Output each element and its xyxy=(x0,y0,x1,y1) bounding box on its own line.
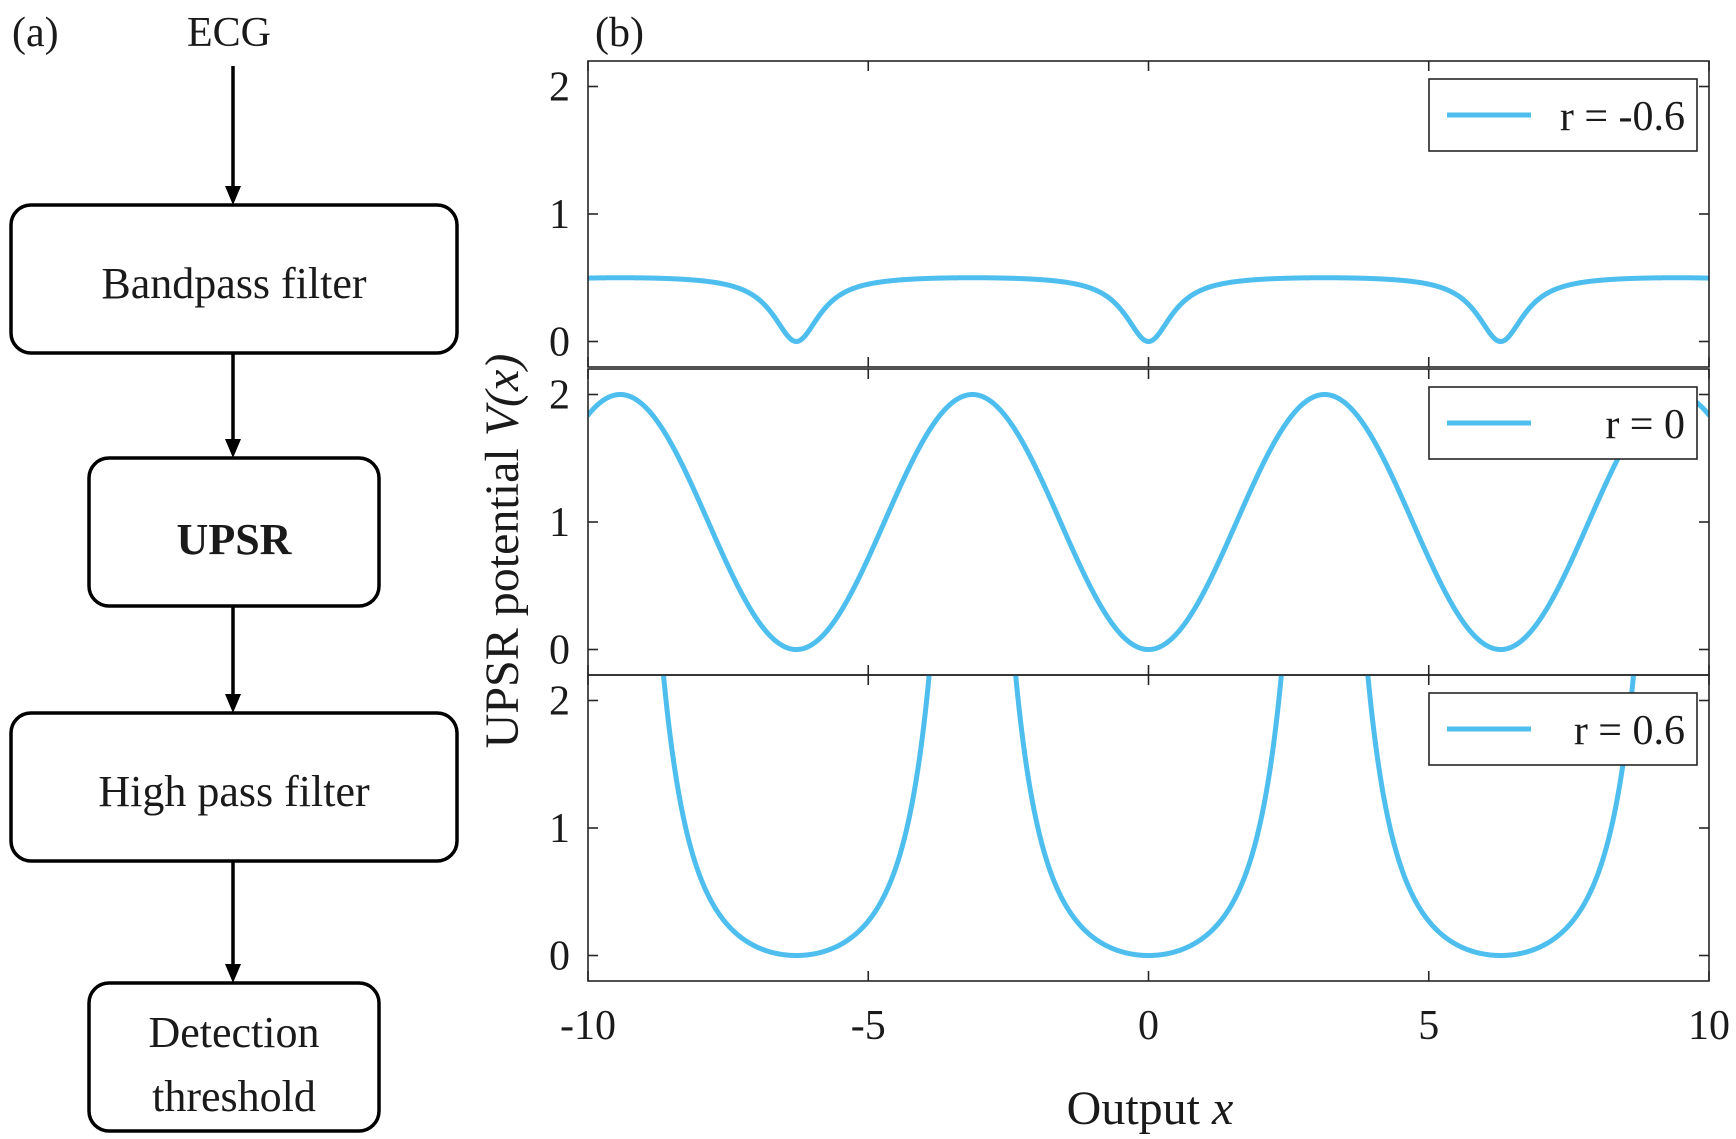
y-tick-label: 2 xyxy=(549,65,570,111)
panel-b-chart: (b) 0 1 2 r = -0.6 0 1 2 r = 0 0 1 2 r = 0.6 -10 -5 0 5… xyxy=(476,10,1730,1135)
x-tick-label: 5 xyxy=(1418,1003,1439,1049)
subplot-3: 0 1 2 r = 0.6 xyxy=(549,674,1710,982)
panel-a-flowchart: (a) ECG Bandpass filter UPSR High pass f… xyxy=(9,10,459,1133)
y-tick-label: 0 xyxy=(549,320,570,366)
series-line xyxy=(588,275,1709,344)
x-tick-label: 0 xyxy=(1138,1003,1159,1049)
y-axis-title: UPSR potential V(x) xyxy=(476,354,529,749)
flow-arrowhead-3 xyxy=(225,694,241,713)
x-axis-title-main: Output xyxy=(1067,1082,1212,1135)
y-axis-title-var: V(x) xyxy=(476,354,529,437)
y-tick-label: 1 xyxy=(549,806,570,852)
legend-label: r = 0 xyxy=(1605,402,1685,448)
legend: r = 0 xyxy=(1428,386,1698,460)
x-axis-title-var: x xyxy=(1211,1082,1233,1135)
flow-block-upsr-label: UPSR xyxy=(177,515,293,564)
subplot-1: 0 1 2 r = -0.6 xyxy=(549,60,1710,368)
series-line xyxy=(660,675,1637,958)
flow-input-label: ECG xyxy=(187,10,271,56)
y-tick-label: 1 xyxy=(549,192,570,238)
legend: r = -0.6 xyxy=(1428,78,1698,152)
subplot-2: 0 1 2 r = 0 xyxy=(549,368,1710,676)
panel-b-label: (b) xyxy=(595,10,644,56)
x-tick-label: 10 xyxy=(1688,1003,1730,1049)
x-tick-label: -5 xyxy=(851,1003,886,1049)
flow-block-threshold-line-1: Detection xyxy=(148,1008,319,1057)
flow-block-threshold xyxy=(87,981,381,1133)
flow-arrowhead-1 xyxy=(225,186,241,205)
legend-label: r = -0.6 xyxy=(1560,94,1685,140)
y-tick-label: 0 xyxy=(549,934,570,980)
flow-arrowhead-4 xyxy=(225,964,241,983)
series-line xyxy=(588,392,1709,652)
flow-block-bandpass-label: Bandpass filter xyxy=(101,259,367,308)
legend-label: r = 0.6 xyxy=(1574,708,1685,754)
x-tick-label: -10 xyxy=(560,1003,616,1049)
plots: 0 1 2 r = -0.6 0 1 2 r = 0 0 1 2 r = 0.6 -10 -5 0 5 10 xyxy=(549,60,1730,1049)
y-tick-label: 1 xyxy=(549,500,570,546)
flow-block-threshold-line-2: threshold xyxy=(152,1072,316,1121)
x-axis-title: Output x xyxy=(1067,1082,1234,1135)
panel-a-label: (a) xyxy=(12,10,59,56)
legend: r = 0.6 xyxy=(1428,692,1698,766)
flow-arrowhead-2 xyxy=(225,439,241,458)
y-tick-label: 0 xyxy=(549,628,570,674)
flow-block-highpass-label: High pass filter xyxy=(98,767,370,816)
y-axis-title-main: UPSR potential xyxy=(476,436,529,748)
y-tick-label: 2 xyxy=(549,679,570,725)
y-tick-label: 2 xyxy=(549,373,570,419)
